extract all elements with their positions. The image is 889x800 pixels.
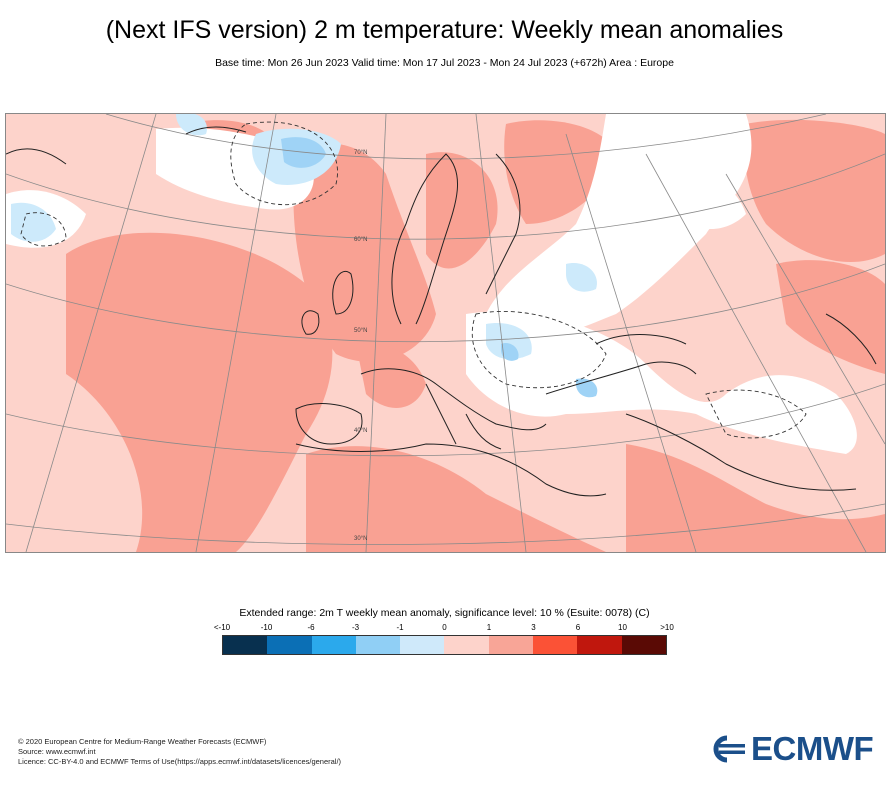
legend-tick-label: -1 bbox=[396, 623, 404, 632]
legend-tick-label: -10 bbox=[260, 623, 273, 632]
chart-title: (Next IFS version) 2 m temperature: Week… bbox=[105, 16, 784, 44]
ecmwf-logo: ECMWF bbox=[707, 730, 874, 767]
legend-swatch bbox=[577, 636, 622, 654]
footer-credits: © 2020 European Centre for Medium-Range … bbox=[18, 737, 341, 767]
legend-tick-label: -6 bbox=[307, 623, 315, 632]
lat-label: 70°N bbox=[354, 150, 367, 156]
legend-swatch bbox=[267, 636, 312, 654]
significance-contours bbox=[20, 121, 807, 439]
ecmwf-logo-text: ECMWF bbox=[751, 730, 874, 767]
legend-swatch bbox=[355, 636, 401, 654]
legend-swatch bbox=[488, 636, 534, 654]
copyright-text: © 2020 European Centre for Medium-Range … bbox=[18, 737, 267, 746]
lat-label: 60°N bbox=[354, 237, 367, 243]
legend-tick-label: 6 bbox=[575, 623, 581, 632]
legend-labels: <-10 -10 -6 -3 -1 0 1 3 6 10 >10 bbox=[214, 623, 674, 635]
graticule bbox=[6, 114, 885, 552]
legend-tick-label: 1 bbox=[486, 623, 492, 632]
map-svg: 70°N 60°N 50°N 40°N 30°N bbox=[6, 114, 885, 552]
lat-label: 30°N bbox=[354, 536, 367, 542]
legend-tick-label: 10 bbox=[618, 623, 627, 632]
latitude-labels: 70°N 60°N 50°N 40°N 30°N bbox=[354, 150, 367, 542]
legend-tick-label: 0 bbox=[442, 623, 447, 632]
legend-colorbar bbox=[222, 635, 667, 655]
source-text: Source: www.ecmwf.int bbox=[18, 747, 96, 756]
legend-title: Extended range: 2m T weekly mean anomaly… bbox=[239, 607, 650, 619]
legend-tick-label: 3 bbox=[531, 623, 536, 632]
coastlines bbox=[6, 126, 877, 497]
legend-swatch bbox=[533, 636, 578, 654]
legend-swatch bbox=[223, 636, 268, 654]
lat-label: 50°N bbox=[354, 328, 367, 334]
legend-tick-label: >10 bbox=[660, 623, 674, 632]
legend-swatch bbox=[400, 636, 445, 654]
legend-swatch bbox=[621, 636, 666, 654]
chart-subtitle: Base time: Mon 26 Jun 2023 Valid time: M… bbox=[215, 57, 674, 69]
legend-swatch bbox=[444, 636, 489, 654]
legend-swatch bbox=[311, 636, 356, 654]
legend-tick-label: -3 bbox=[351, 623, 360, 632]
ecmwf-logo-icon bbox=[713, 735, 745, 763]
legend-tick-label: <-10 bbox=[213, 623, 231, 632]
lat-label: 40°N bbox=[354, 428, 367, 434]
licence-text: Licence: CC-BY-4.0 and ECMWF Terms of Us… bbox=[18, 757, 342, 766]
anomaly-map: 70°N 60°N 50°N 40°N 30°N bbox=[5, 113, 886, 553]
